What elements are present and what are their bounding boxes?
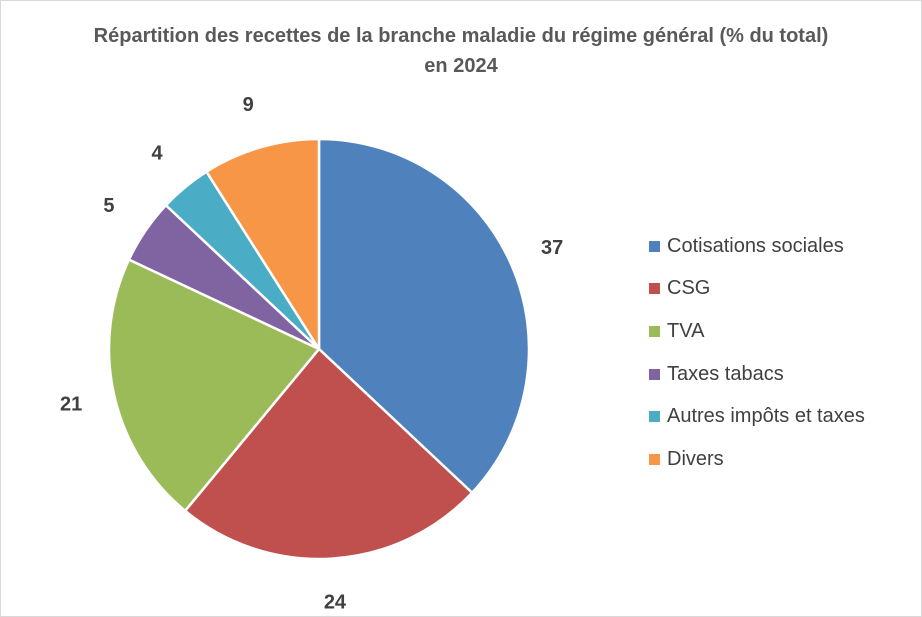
pie-slice-cotisations-sociales: [317, 137, 531, 495]
legend-item: TVA: [649, 310, 865, 353]
legend-label: CSG: [667, 277, 711, 300]
pie-slice-csg: [183, 347, 474, 561]
legend: Cotisations sociales CSG TVA Taxes tabacs Au…: [649, 225, 865, 481]
data-label: 37: [541, 237, 563, 259]
legend-item: CSG: [649, 268, 865, 311]
data-label: 4: [152, 142, 164, 164]
legend-swatch: [649, 411, 660, 423]
legend-label: Autres impôts et taxes: [667, 405, 865, 428]
data-label: 24: [324, 591, 347, 613]
legend-item: Autres impôts et taxes: [649, 395, 865, 438]
legend-swatch: [649, 368, 660, 380]
legend-label: Cotisations sociales: [667, 234, 844, 257]
pie-slice-divers: [205, 137, 321, 351]
data-label: 5: [103, 195, 114, 217]
legend-swatch: [649, 240, 660, 252]
legend-item: Cotisations sociales: [649, 225, 865, 268]
chart-title: Répartition des recettes de la branche m…: [93, 25, 829, 77]
legend-swatch: [649, 325, 660, 337]
legend-item: Taxes tabacs: [649, 353, 865, 396]
pie-slice-tva: [107, 258, 321, 513]
legend-swatch: [649, 283, 660, 295]
legend-label: Taxes tabacs: [667, 362, 784, 385]
legend-label: TVA: [667, 319, 705, 342]
data-label: 9: [243, 94, 254, 116]
data-label: 21: [60, 393, 82, 415]
legend-swatch: [649, 453, 660, 465]
legend-label: Divers: [667, 447, 724, 470]
legend-item: Divers: [649, 438, 865, 481]
